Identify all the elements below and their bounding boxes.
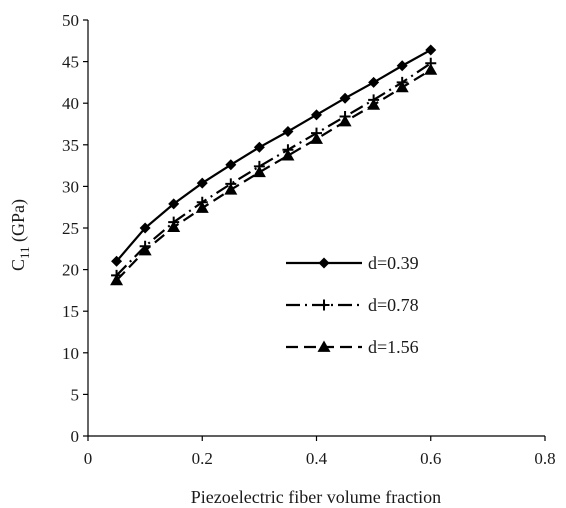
data-point — [310, 132, 323, 144]
legend-item: d=1.56 — [286, 337, 419, 357]
y-tick-label: 20 — [62, 261, 79, 280]
y-tick-label: 0 — [71, 427, 80, 446]
y-tick-label: 50 — [62, 11, 79, 30]
series-line — [115, 68, 432, 282]
y-axis-label-unit: (GPa) — [8, 199, 29, 247]
legend-label: d=0.78 — [368, 295, 419, 315]
x-axis-label: Piezoelectric fiber volume fraction — [191, 487, 441, 507]
x-tick-label: 0.8 — [534, 449, 555, 468]
y-axis-label: C11 (GPa) — [8, 199, 32, 271]
y-tick-label: 45 — [62, 53, 79, 72]
y-tick-label: 15 — [62, 302, 79, 321]
data-point — [253, 141, 265, 153]
data-point — [367, 98, 381, 110]
data-point — [225, 159, 237, 171]
y-tick-label: 5 — [71, 385, 80, 404]
series-3 — [110, 63, 438, 286]
data-point — [110, 273, 124, 286]
x-tick-label: 0.6 — [420, 449, 441, 468]
y-tick-label: 40 — [62, 94, 79, 113]
x-tick-label: 0 — [84, 449, 93, 468]
x-tick-label: 0.4 — [306, 449, 328, 468]
x-tick-label: 0.2 — [192, 449, 213, 468]
series-layer — [110, 44, 438, 286]
data-point — [252, 165, 266, 178]
data-point — [368, 76, 380, 88]
legend-item: d=0.39 — [286, 253, 419, 273]
data-point — [282, 125, 294, 137]
legend-label: d=1.56 — [368, 337, 419, 357]
data-point — [196, 177, 208, 189]
legend: d=0.39 d=0.78 d=1.56 — [286, 253, 419, 357]
data-point — [224, 183, 238, 195]
data-point — [424, 63, 438, 75]
legend-marker — [318, 299, 330, 311]
data-point — [168, 198, 180, 210]
legend-label: d=0.39 — [368, 253, 419, 273]
series-line — [115, 62, 432, 277]
data-point — [167, 220, 181, 233]
y-axis-label-sub: 11 — [17, 246, 32, 259]
data-point — [311, 109, 322, 121]
y-tick-label: 10 — [62, 344, 79, 363]
data-point — [281, 149, 295, 161]
legend-item: d=0.78 — [286, 295, 419, 315]
y-tick-label: 30 — [62, 177, 79, 196]
legend-marker — [317, 340, 331, 352]
y-tick-label: 25 — [62, 219, 79, 238]
y-tick-label: 35 — [62, 136, 79, 155]
data-point — [425, 44, 437, 56]
axes: 0 5 10 15 20 25 30 35 40 45 50 0 0.2 0.4 0.6 0.8 — [62, 11, 556, 468]
series-line — [115, 48, 432, 262]
data-point — [111, 255, 123, 267]
series-2 — [111, 57, 437, 281]
series-1 — [111, 44, 437, 267]
data-point — [139, 222, 151, 234]
y-axis-label-main: C — [8, 259, 28, 271]
data-point — [138, 243, 152, 256]
data-point — [396, 60, 408, 72]
legend-marker — [318, 257, 330, 269]
data-point — [339, 92, 351, 104]
data-point — [195, 201, 209, 213]
data-point — [338, 115, 352, 127]
data-point — [395, 80, 409, 93]
